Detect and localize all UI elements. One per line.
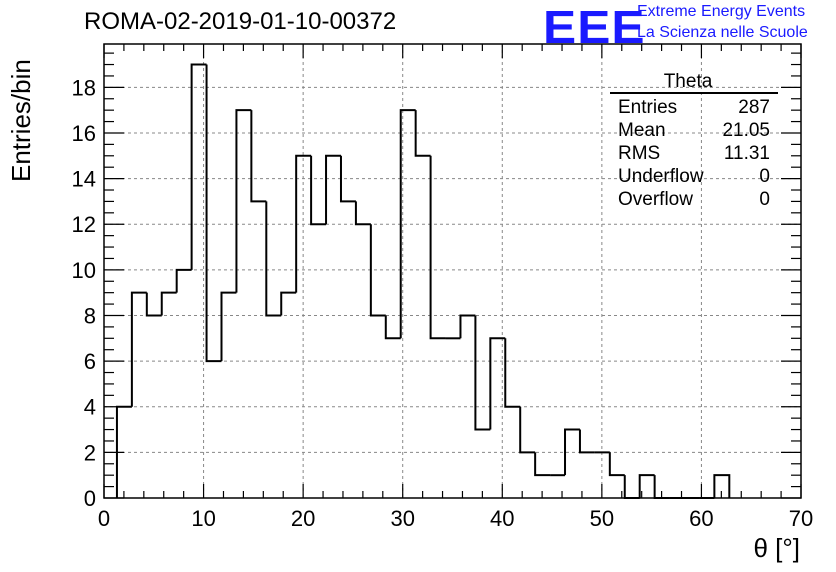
stats-row-underflow: Underflow 0 (610, 165, 778, 188)
y-tick-label: 12 (72, 212, 96, 237)
stats-label: Underflow (618, 166, 704, 187)
stats-value: 287 (738, 97, 770, 118)
histogram-bin (369, 224, 386, 317)
histogram-bin (608, 452, 625, 477)
x-tick-label: 70 (789, 506, 813, 531)
histogram-bin (190, 63, 207, 270)
x-tick-label: 20 (291, 506, 315, 531)
stats-value: 0 (759, 189, 770, 210)
stats-value: 11.31 (723, 143, 770, 164)
histogram-bin (459, 314, 476, 339)
plot-frame (103, 43, 802, 499)
y-tick-label: 2 (84, 440, 96, 465)
histogram-bin (145, 292, 162, 317)
histogram-bin (384, 315, 401, 340)
histogram-bin (399, 109, 416, 339)
y-tick-label: 14 (72, 167, 96, 192)
stats-divider (610, 92, 778, 94)
chart-title: ROMA-02-2019-01-10-00372 (84, 8, 397, 35)
histogram-bin (280, 291, 297, 316)
stats-label: Overflow (618, 189, 693, 210)
y-tick-label: 8 (84, 303, 96, 328)
histogram-bin (578, 429, 595, 454)
histogram-bin (519, 406, 536, 454)
stats-row-overflow: Overflow 0 (610, 188, 778, 211)
logo-line-1: Extreme Energy Events (637, 3, 806, 20)
histogram-bin (250, 110, 267, 203)
y-tick-label: 16 (72, 121, 96, 146)
histogram-bin (339, 155, 356, 203)
x-tick-label: 10 (191, 506, 215, 531)
histogram-bin (713, 474, 731, 498)
histogram-bin (354, 201, 371, 226)
histogram-bin (638, 474, 655, 498)
histogram-bin (265, 201, 282, 317)
histogram-bin (175, 268, 192, 293)
eee-logo: EEE (543, 1, 646, 53)
stats-row-rms: RMS 11.31 (610, 142, 778, 165)
x-tick-label: 40 (490, 506, 514, 531)
histogram-bin (130, 291, 147, 407)
histogram-bin (474, 315, 491, 431)
histogram-bin (489, 337, 506, 430)
histogram-bin (504, 338, 521, 408)
histogram-bin (220, 291, 237, 362)
histogram-bin (310, 155, 327, 226)
histogram-bin (623, 475, 640, 499)
x-tick-label: 60 (689, 506, 713, 531)
stats-value: 0 (759, 166, 770, 187)
x-tick-label: 30 (390, 506, 414, 531)
y-tick-label: 6 (84, 349, 96, 374)
stats-label: Mean (618, 120, 666, 141)
y-tick-label: 4 (84, 395, 96, 420)
histogram-bin (564, 428, 580, 476)
x-tick-label: 0 (98, 506, 110, 531)
stats-title: Theta (663, 71, 713, 92)
histogram-bin (160, 291, 177, 316)
histogram-bin (534, 452, 551, 477)
stats-box: Theta Entries 287 Mean 21.05 RMS 11.31 U… (610, 72, 778, 211)
histogram-bin (235, 109, 252, 293)
histogram-bin (325, 154, 341, 225)
histogram-bin (205, 64, 222, 363)
stats-value: 21.05 (722, 120, 770, 141)
stats-row-mean: Mean 21.05 (610, 119, 778, 142)
logo-line-2: La Scienza nelle Scuole (637, 24, 808, 41)
x-tick-label: 50 (590, 506, 614, 531)
x-axis-label: θ [°] (753, 533, 800, 563)
histogram-bin (295, 154, 312, 293)
histogram-bin (414, 110, 431, 157)
stats-label: Entries (618, 97, 678, 118)
histogram-bin (429, 155, 446, 340)
stats-row-entries: Entries 287 (610, 96, 778, 119)
y-tick-label: 10 (72, 258, 96, 283)
y-tick-label: 18 (72, 75, 96, 100)
stats-label: RMS (618, 143, 661, 164)
y-tick-label: 0 (84, 486, 96, 511)
y-axis-label: Entries/bin (6, 59, 36, 182)
